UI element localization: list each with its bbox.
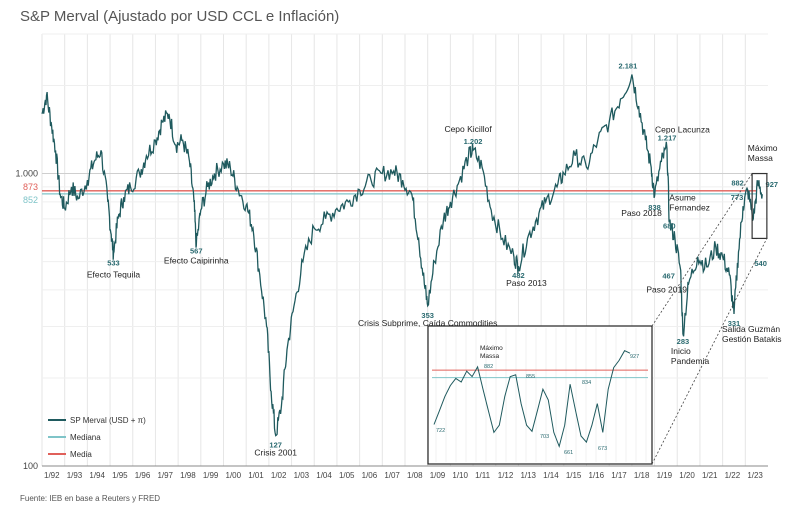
x-tick-label: 1/14 [543,471,559,480]
x-tick-label: 1/00 [226,471,242,480]
x-tick-label: 1/11 [475,471,491,480]
inset-label: Máximo Massa [480,345,503,360]
x-tick-label: 1/21 [702,471,718,480]
annotation-value: 283 [677,337,690,346]
annotation-text: Efecto Tequila [87,269,141,279]
x-tick-label: 1/92 [44,471,60,480]
annotation-value: 680 [663,222,676,231]
legend-label: SP Merval (USD + π) [70,416,146,425]
mediana-value-label: 852 [23,195,38,205]
annotation-text: Paso 2013 [506,278,547,288]
x-tick-label: 1/18 [634,471,650,480]
annotation-text: Efecto Caipirinha [164,256,229,266]
inset-label: 722 [436,428,445,434]
x-tick-label: 1/10 [452,471,468,480]
x-tick-label: 1/17 [611,471,627,480]
x-tick-label: 1/01 [248,471,264,480]
annotation-text: Inicio Pandemia [671,346,710,366]
annotation-text: Cepo Lacunza [655,125,710,135]
x-tick-label: 1/16 [589,471,605,480]
x-tick-label: 1/12 [498,471,514,480]
x-tick-label: 1/97 [157,471,173,480]
annotation-text: Salida Guzmán Gestión Batakis [722,324,782,344]
annotation-value: 482 [512,271,525,280]
inset-label: 673 [598,446,607,452]
source-note: Fuente: IEB en base a Reuters y FRED [20,494,161,503]
annotation-value: 127 [269,441,282,450]
inset-chart: Máximo Massa 882 855 834 722 703 661 673 927 [427,173,768,465]
inset-label: 703 [540,434,549,440]
x-tick-label: 1/95 [112,471,128,480]
annotation-value: 540 [754,259,767,268]
annotation-value: 567 [190,247,203,256]
x-tick-label: 1/99 [203,471,219,480]
inset-frame [427,325,653,465]
annotation-value: 467 [662,271,675,280]
legend: SP Merval (USD + π) Mediana Media [48,416,146,459]
grid [41,33,768,467]
annotation-value: 533 [107,258,120,267]
legend-label: Media [70,450,92,459]
annotation-text: Paso 2018 [621,208,662,218]
annotation-text: Máximo Massa [748,143,778,163]
legend-label: Mediana [70,433,101,442]
highlight-box [751,172,768,240]
annotation-value: 927 [766,180,779,189]
y-tick-label: 1.000 [15,169,38,179]
annotation-value: 1.217 [658,134,677,143]
x-tick-label: 1/13 [520,471,536,480]
series-layer [41,74,763,437]
annotation-text: Asume Fernandez [669,193,710,213]
x-tick-label: 1/19 [657,471,673,480]
annotation-text: Paso 2019 [646,284,687,294]
x-tick-label: 1/23 [747,471,763,480]
x-tick-label: 1/20 [679,471,695,480]
annotation-value: 2.181 [618,61,637,70]
x-tick-label: 1/06 [362,471,378,480]
annotation-text: Cepo Kicillof [444,124,492,134]
x-axis: 1/92 1/93 1/94 1/95 1/96 1/97 1/98 1/99 1/00 1/01… [44,471,763,480]
inset-label: 927 [630,354,639,360]
annotation-text: Crisis Subprime, Caída Commodities [358,318,497,328]
x-tick-label: 1/96 [135,471,151,480]
annotation-text: Crisis 2001 [254,448,297,458]
x-tick-label: 1/02 [271,471,287,480]
x-tick-label: 1/93 [67,471,83,480]
x-tick-label: 1/94 [89,471,105,480]
series-line-sp-merval [41,74,763,437]
x-tick-label: 1/15 [566,471,582,480]
x-tick-label: 1/05 [339,471,355,480]
x-tick-label: 1/22 [725,471,741,480]
chart-title: S&P Merval (Ajustado por USD CCL e Infla… [20,8,340,25]
annotation-value: 882 [731,178,744,187]
inset-label: 882 [484,364,493,370]
inset-label: 855 [526,374,535,380]
x-tick-label: 1/98 [180,471,196,480]
annotation-value: 1.202 [464,137,483,146]
inset-series-line [433,350,631,449]
y-tick-label: 100 [23,461,38,471]
x-tick-label: 1/09 [430,471,446,480]
x-tick-label: 1/07 [384,471,400,480]
annotation-value: 773 [731,193,744,202]
annotation-value: 838 [648,203,661,212]
inset-label: 661 [564,450,573,456]
media-value-label: 873 [23,182,38,192]
annotation-value: 353 [421,311,434,320]
x-tick-label: 1/04 [316,471,332,480]
x-tick-label: 1/08 [407,471,423,480]
inset-label: 834 [582,380,591,386]
x-tick-label: 1/03 [294,471,310,480]
annotation-value: 331 [728,319,741,328]
y-axis: 1.000 100 [15,169,38,471]
